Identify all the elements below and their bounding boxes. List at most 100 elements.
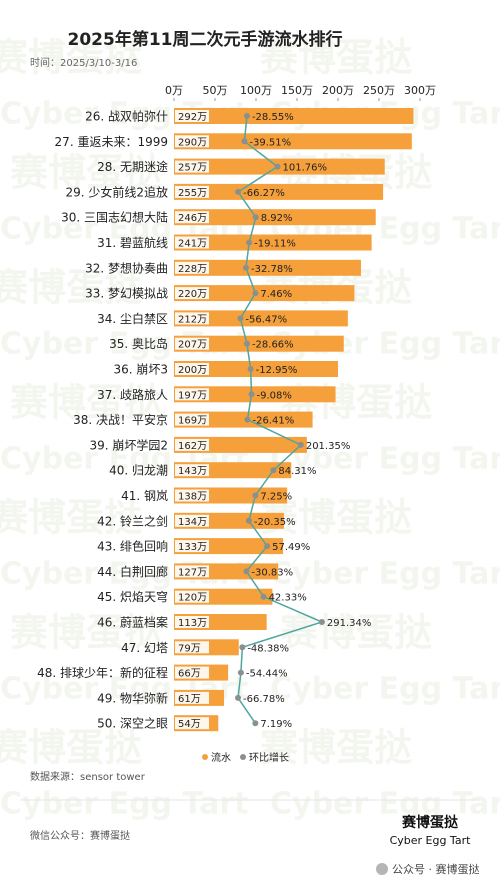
legend-marker	[240, 754, 246, 760]
growth-point	[237, 669, 244, 676]
value-label: 127万	[178, 567, 207, 578]
x-tick-label: 150万	[281, 84, 313, 97]
category-label: 46. 蔚蓝档案	[97, 615, 168, 630]
value-label-box	[175, 211, 209, 224]
value-label-box	[175, 691, 209, 704]
category-label: 33. 梦幻模拟战	[85, 287, 168, 301]
value-label-box	[175, 236, 209, 249]
bar	[174, 310, 348, 327]
growth-point	[244, 416, 251, 423]
value-label-box	[175, 666, 209, 679]
growth-label: -20.35%	[254, 517, 296, 528]
legend-label: 环比增长	[249, 751, 289, 764]
growth-label: 84.31%	[278, 466, 316, 477]
growth-label: -66.78%	[243, 694, 285, 705]
value-label-box	[175, 388, 209, 401]
value-label: 212万	[178, 314, 207, 325]
x-tick-label: 0万	[165, 84, 183, 97]
watermark: 赛博蛋挞	[0, 36, 142, 80]
value-label: 257万	[178, 163, 207, 174]
bar	[174, 386, 336, 403]
value-label: 255万	[178, 188, 207, 199]
bar	[174, 285, 355, 302]
category-label: 34. 尘白禁区	[97, 311, 168, 326]
bar	[174, 259, 361, 276]
bar	[174, 209, 376, 226]
category-label: 50. 深空之眼	[97, 717, 168, 731]
watermark: 赛博蛋挞	[0, 266, 142, 310]
value-label-box	[175, 565, 209, 578]
growth-point	[243, 568, 250, 575]
wechat: 微信公众号：赛博蛋挞	[30, 829, 130, 842]
chart-subtitle: 时间：2025/3/10-3/16	[30, 56, 137, 69]
value-label-box	[175, 717, 209, 730]
value-label: 61万	[178, 694, 201, 705]
value-label-box	[175, 185, 209, 198]
growth-point	[239, 644, 246, 651]
category-label: 40. 归龙潮	[109, 463, 168, 478]
credit: 公众号 · 赛博蛋挞	[392, 862, 480, 876]
value-label-box	[175, 540, 209, 553]
growth-point	[297, 441, 304, 448]
growth-point	[241, 138, 248, 145]
growth-label: 57.49%	[272, 542, 310, 553]
bar	[174, 133, 412, 150]
watermark: 赛博蛋挞	[10, 151, 162, 195]
category-label: 41. 钢岚	[121, 489, 168, 503]
growth-label: -30.83%	[251, 567, 293, 578]
chart-title: 2025年第11周二次元手游流水排行	[68, 29, 343, 50]
growth-label: -56.47%	[245, 314, 287, 325]
bar	[174, 335, 344, 352]
growth-label: -32.78%	[251, 264, 293, 275]
value-label-box	[175, 489, 209, 502]
watermark: 赛博蛋挞	[0, 726, 142, 770]
value-label-box	[175, 363, 209, 375]
category-label: 47. 幻塔	[121, 641, 168, 655]
value-label-box	[175, 337, 209, 350]
growth-point	[243, 340, 250, 347]
value-label: 133万	[178, 542, 207, 553]
value-label: 207万	[178, 340, 207, 351]
bar	[174, 108, 414, 124]
watermark: Cyber Egg Tart	[270, 672, 500, 707]
value-label-box	[175, 110, 209, 122]
category-label: 42. 铃兰之剑	[97, 513, 168, 528]
growth-point	[247, 366, 254, 372]
value-label: 143万	[178, 466, 207, 477]
growth-label: -28.66%	[252, 340, 294, 351]
growth-label: -19.11%	[254, 239, 296, 250]
wechat-icon	[376, 863, 388, 875]
x-tick-label: 200万	[322, 84, 354, 97]
growth-label: -39.51%	[249, 137, 291, 148]
watermark: Cyber Egg Tart	[0, 787, 249, 822]
growth-point	[264, 543, 271, 550]
category-label: 29. 少女前线2追放	[65, 184, 168, 199]
category-label: 37. 歧路旅人	[97, 387, 168, 402]
watermark: Cyber Egg Tart	[270, 557, 500, 592]
growth-label: -66.27%	[243, 188, 285, 199]
value-label: 54万	[178, 719, 201, 730]
value-label: 241万	[178, 239, 207, 250]
x-tick-label: 300万	[404, 84, 436, 97]
value-label-box	[175, 641, 209, 654]
growth-point	[235, 694, 242, 701]
category-label: 45. 炽焰天穹	[97, 589, 168, 604]
watermark: 赛博蛋挞	[10, 381, 162, 425]
value-label: 79万	[178, 643, 201, 654]
category-label: 39. 崩坏学园2	[89, 437, 168, 452]
category-label: 32. 梦想协奏曲	[85, 260, 168, 275]
value-label: 134万	[178, 517, 207, 528]
category-label: 43. 绯色回响	[97, 539, 168, 554]
value-label: 113万	[178, 618, 207, 629]
category-label: 31. 碧蓝航线	[97, 235, 168, 250]
growth-point	[245, 517, 252, 524]
growth-point	[235, 188, 242, 195]
value-label: 66万	[178, 669, 201, 680]
category-label: 35. 奥比岛	[109, 336, 168, 351]
value-label: 138万	[178, 492, 207, 503]
value-label-box	[175, 413, 209, 426]
legend-label: 流水	[211, 751, 231, 764]
growth-point	[260, 593, 267, 600]
category-label: 38. 决战！平安京	[73, 412, 168, 427]
